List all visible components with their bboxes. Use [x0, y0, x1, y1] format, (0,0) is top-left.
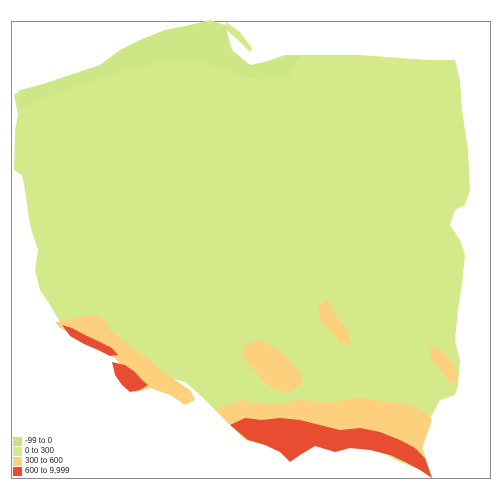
legend-swatch [13, 456, 22, 466]
mountain-karkonosze [62, 325, 118, 356]
upland-holy-cross [318, 300, 352, 345]
mountain-beskids-tatra [230, 418, 432, 478]
legend: -99 to 0 0 to 300 300 to 600 600 to 9,99… [13, 436, 69, 476]
coastal-lowland [20, 20, 300, 110]
hel-peninsula [224, 22, 252, 52]
legend-swatch [13, 466, 22, 476]
legend-label: -99 to 0 [25, 436, 53, 445]
legend-item: 600 to 9,999 [13, 466, 69, 476]
mountain-klodzko [112, 362, 148, 392]
upland-central [242, 340, 302, 392]
legend-label: 0 to 300 [25, 446, 54, 455]
legend-item: -99 to 0 [13, 436, 69, 446]
legend-swatch [13, 446, 22, 456]
upland-roztocze [428, 345, 458, 385]
legend-item: 300 to 600 [13, 456, 69, 466]
legend-label: 600 to 9,999 [25, 466, 70, 475]
legend-swatch [13, 436, 22, 446]
legend-label: 300 to 600 [25, 456, 63, 465]
legend-item: 0 to 300 [13, 446, 69, 456]
